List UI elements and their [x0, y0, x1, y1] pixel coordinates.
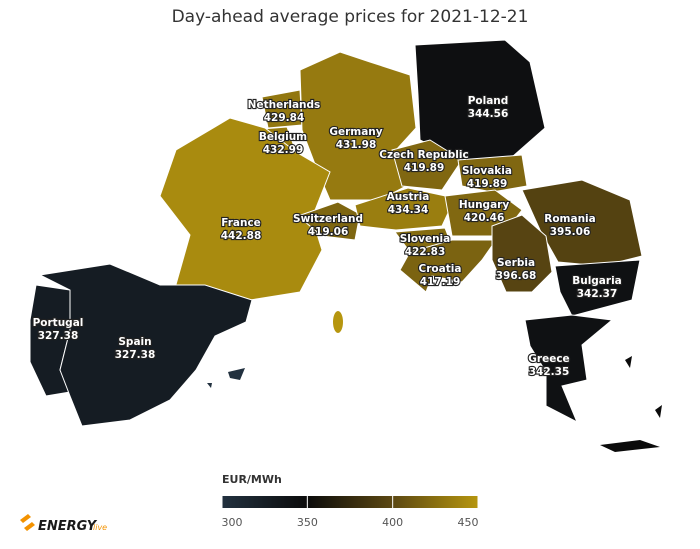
country-name: France	[221, 217, 261, 229]
legend-tick-label: 350	[297, 516, 318, 529]
country-value: 342.37	[577, 288, 618, 300]
country	[524, 314, 614, 424]
country-value: 419.89	[404, 162, 445, 174]
country-name: Poland	[468, 95, 509, 107]
legend-title: EUR/MWh	[222, 473, 282, 486]
country-name: Switzerland	[293, 213, 363, 225]
country-value: 431.98	[336, 139, 377, 151]
country-name: Serbia	[497, 257, 535, 269]
country-name: Slovenia	[400, 233, 451, 245]
country-value: 429.84	[264, 112, 305, 124]
country-value: 395.06	[550, 226, 591, 238]
country	[399, 239, 497, 293]
logo-text: ENERGY	[38, 519, 98, 534]
logo-icon	[20, 514, 35, 531]
country	[554, 259, 641, 317]
country	[491, 214, 553, 293]
country	[457, 154, 528, 193]
country-name: Slovakia	[462, 165, 512, 177]
country-value: 432.99	[263, 144, 304, 156]
country-name: Portugal	[33, 317, 84, 329]
country-name: Germany	[329, 126, 382, 138]
logo: ENERGY live	[20, 514, 107, 534]
country-value: 344.56	[468, 108, 509, 120]
country-name: Austria	[387, 191, 430, 203]
country-name: Czech Republic	[379, 149, 468, 161]
country-value: 396.68	[496, 270, 537, 282]
island	[333, 311, 343, 333]
country	[391, 139, 463, 191]
logo-suffix: live	[93, 523, 107, 532]
country-name: Croatia	[419, 263, 462, 275]
country-name: Hungary	[459, 199, 510, 211]
country	[38, 263, 253, 427]
country-value: 422.83	[405, 246, 446, 258]
map-title: Day-ahead average prices for 2021-12-21	[172, 7, 529, 27]
country-name: Spain	[118, 336, 151, 348]
country-value: 434.34	[388, 204, 429, 216]
country-value: 417.19	[420, 276, 461, 288]
country	[297, 201, 361, 241]
country-name: Romania	[544, 213, 596, 225]
country-value: 442.88	[221, 230, 262, 242]
legend-tick-label: 300	[222, 516, 243, 529]
country-name: Greece	[528, 353, 569, 365]
country-value: 419.06	[308, 226, 349, 238]
legend-tick-label: 400	[382, 516, 403, 529]
country	[354, 187, 456, 231]
country-value: 419.89	[467, 178, 508, 190]
country	[159, 117, 331, 301]
country-value: 327.38	[115, 349, 156, 361]
country-value: 342.35	[529, 366, 570, 378]
legend-tick-label: 450	[458, 516, 479, 529]
legend-bar	[222, 496, 478, 508]
country-name: Netherlands	[248, 99, 321, 111]
country-value: 420.46	[464, 212, 505, 224]
island	[600, 356, 662, 452]
country-value: 327.38	[38, 330, 79, 342]
country-name: Belgium	[259, 131, 307, 143]
country-name: Bulgaria	[572, 275, 622, 287]
island	[207, 368, 245, 388]
